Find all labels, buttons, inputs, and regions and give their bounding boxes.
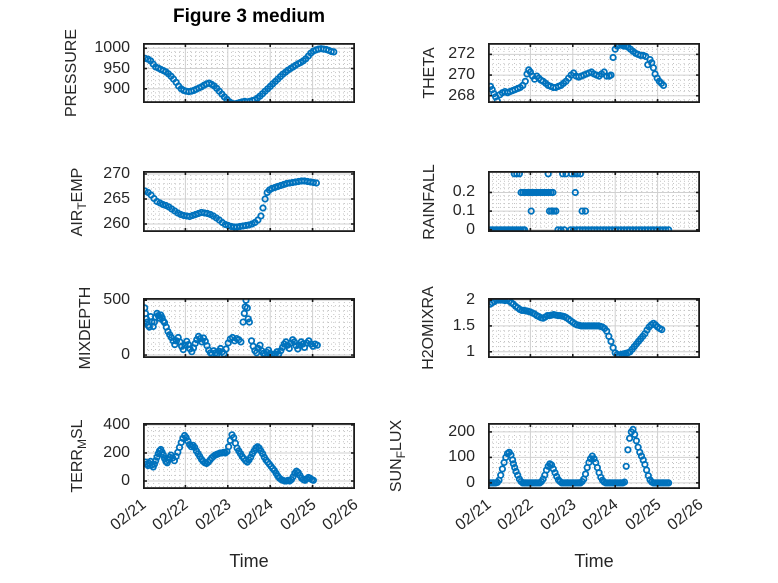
y-tick-label: 0.2 xyxy=(452,183,475,201)
x-axis-label-right: Time xyxy=(574,551,614,571)
axes-box xyxy=(143,171,355,232)
y-tick-label: 270 xyxy=(103,165,130,182)
y-tick-label: 268 xyxy=(448,86,475,104)
y-axis-label-sun_flux: SUNFLUX xyxy=(388,419,408,493)
y-tick-label: 1.5 xyxy=(452,316,475,334)
plot-canvas-sun_flux xyxy=(488,423,700,489)
subplot-theta: 268 270 272 THETA xyxy=(421,43,700,104)
axes-box xyxy=(143,298,355,358)
axes-box xyxy=(143,423,355,489)
plot-canvas-rainfall xyxy=(488,171,700,232)
plot-canvas-mixdepth xyxy=(143,298,355,358)
y-axis-label-h2omixra: H2OMIXRA xyxy=(420,286,437,370)
subplot-sun-flux: 0 100 200 SUNFLUX 02/21 02/22 02/23 02/24 02/25 0… xyxy=(388,420,706,534)
y-tick-label: 200 xyxy=(103,443,130,461)
figure-title: Figure 3 medium xyxy=(172,6,326,27)
y-tick-label: 500 xyxy=(103,291,130,309)
subplot-rainfall: 0 0.1 0.2 RAINFALL xyxy=(421,164,700,239)
y-tick-label: 200 xyxy=(448,422,475,440)
plot-canvas-pressure xyxy=(143,43,355,103)
axes-box xyxy=(143,43,355,103)
plot-canvas-air_temp xyxy=(143,171,355,232)
y-tick-label: 1000 xyxy=(94,39,130,57)
y-tick-label: 0 xyxy=(121,472,130,489)
y-tick-label: 265 xyxy=(103,190,130,207)
y-tick-label: 272 xyxy=(448,45,475,63)
subplot-air-temp: 260 265 270 AIRTEMP xyxy=(69,165,355,236)
y-axis-label-terr_msl: TERRMSL xyxy=(69,419,89,493)
y-tick-label: 0 xyxy=(466,473,475,491)
y-tick-label: 400 xyxy=(103,415,130,433)
y-tick-label: 0 xyxy=(121,346,130,364)
plot-canvas-terr_msl xyxy=(143,423,355,489)
y-tick-label: 2 xyxy=(466,291,475,309)
y-tick-label: 270 xyxy=(448,66,475,84)
x-axis-label-left: Time xyxy=(229,551,269,571)
y-tick-label: 0.1 xyxy=(452,202,475,220)
axes-box xyxy=(488,171,700,232)
axes-box xyxy=(488,423,700,489)
y-tick-label: 100 xyxy=(448,448,475,466)
subplot-h2omixra: 1 1.5 2 H2OMIXRA xyxy=(420,286,700,370)
axes-box xyxy=(488,43,700,103)
y-tick-label: 900 xyxy=(103,79,130,97)
y-tick-label: 950 xyxy=(103,59,130,77)
subplot-terr-msl: 0 200 400 TERRMSL 02/21 02/22 02/23 02/24 02/25 0… xyxy=(69,416,361,534)
y-tick-label: 0 xyxy=(466,220,475,238)
y-tick-label: 260 xyxy=(103,215,130,232)
subplot-mixdepth: 0 500 MIXDEPTH xyxy=(77,287,355,369)
subplot-pressure: 900 950 1000 PRESSURE xyxy=(63,29,355,117)
y-tick-label: 1 xyxy=(466,342,475,360)
plot-canvas-h2omixra xyxy=(488,298,700,358)
plot-canvas-theta xyxy=(488,43,700,103)
axes-box xyxy=(488,298,700,358)
